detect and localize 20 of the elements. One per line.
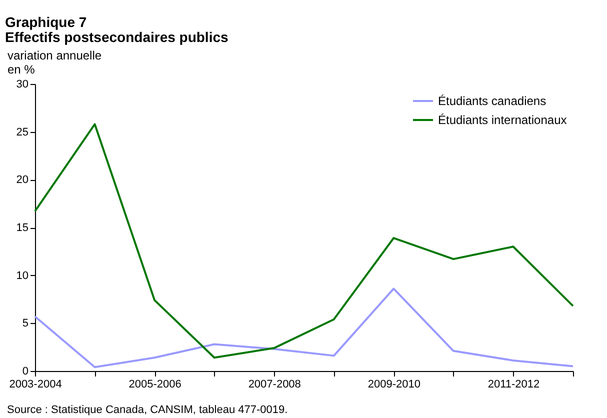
line-series [34,288,574,368]
y-tick-label: 20 [16,174,28,186]
y-tick-label: 30 [16,78,28,90]
source-note: Source : Statistique Canada, CANSIM, tableau 477-0019. [7,404,288,416]
x-tick-label: 2011-2012 [488,378,540,390]
x-tick-label: 2005-2006 [128,378,182,390]
y-tick-label: 25 [16,126,28,138]
y-tick-label: 5 [22,318,28,330]
y-tick-label: 10 [16,270,28,282]
y-tick-label: 15 [16,222,28,234]
x-tick-label: 2007-2008 [248,378,301,390]
legend-label: Étudiants canadiens [438,94,546,108]
y-axis-title: variation annuelle en % [8,48,102,76]
chart-subtitle: Effectifs postsecondaires publics [5,29,228,45]
y-tick-label: 0 [22,366,28,378]
x-tick-label: 2009-2010 [368,378,420,390]
legend-label: Étudiants internationaux [438,113,567,127]
line-series [34,123,574,359]
chart-title: Graphique 7 [5,14,87,30]
x-tick-label: 2003-2004 [9,378,62,390]
